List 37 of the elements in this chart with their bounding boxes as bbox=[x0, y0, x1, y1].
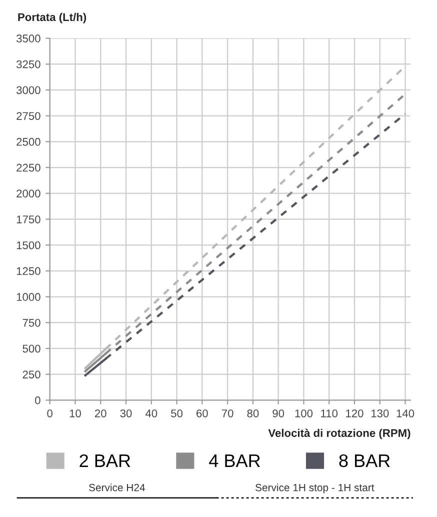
x-tick-label: 50 bbox=[171, 409, 183, 418]
x-tick-label: 100 bbox=[295, 409, 313, 418]
x-tick-label: 30 bbox=[120, 409, 132, 418]
x-tick-label: 20 bbox=[94, 409, 106, 418]
x-tick-label: 0 bbox=[47, 409, 52, 418]
legend-label: 2 BAR bbox=[80, 454, 130, 467]
x-tick-label: 110 bbox=[321, 409, 338, 418]
y-axis-title: Portata (Lt/h) bbox=[18, 12, 86, 24]
y-tick-label: 1500 bbox=[16, 241, 40, 250]
y-tick-label: 2500 bbox=[16, 138, 40, 146]
x-tick-label: 10 bbox=[70, 409, 81, 418]
y-tick-label: 500 bbox=[22, 344, 40, 353]
y-tick-label: 1000 bbox=[16, 293, 40, 301]
legend-label: 4 BAR bbox=[209, 454, 260, 467]
y-tick-label: 3000 bbox=[16, 86, 40, 94]
text: Service H24 bbox=[89, 484, 145, 492]
x-tick-label: 60 bbox=[196, 409, 208, 418]
x-tick-label: 70 bbox=[222, 409, 234, 418]
text: Service 1H stop - 1H start bbox=[255, 484, 374, 494]
y-tick-label: 250 bbox=[22, 370, 40, 378]
x-tick-label: 140 bbox=[396, 409, 414, 418]
y-tick-label: 3500 bbox=[16, 34, 40, 42]
x-tick-label: 90 bbox=[272, 409, 284, 418]
x-tick-label: 130 bbox=[371, 409, 389, 418]
x-tick-label: 120 bbox=[346, 409, 364, 418]
x-tick-label: 80 bbox=[247, 409, 259, 418]
x-tick-label: 40 bbox=[145, 409, 158, 418]
y-tick-label: 1750 bbox=[16, 215, 40, 224]
y-tick-label: 0 bbox=[35, 396, 40, 404]
y-tick-label: 2000 bbox=[16, 190, 40, 198]
y-tick-label: 2250 bbox=[16, 164, 40, 172]
y-tick-label: 750 bbox=[22, 318, 40, 327]
y-tick-label: 2750 bbox=[16, 112, 40, 120]
x-axis-title: Velocità di rotazione (RPM) bbox=[268, 428, 410, 440]
legend-label: 8 BAR bbox=[339, 454, 390, 468]
y-tick-label: 1250 bbox=[16, 267, 40, 276]
y-tick-label: 3250 bbox=[16, 60, 40, 68]
